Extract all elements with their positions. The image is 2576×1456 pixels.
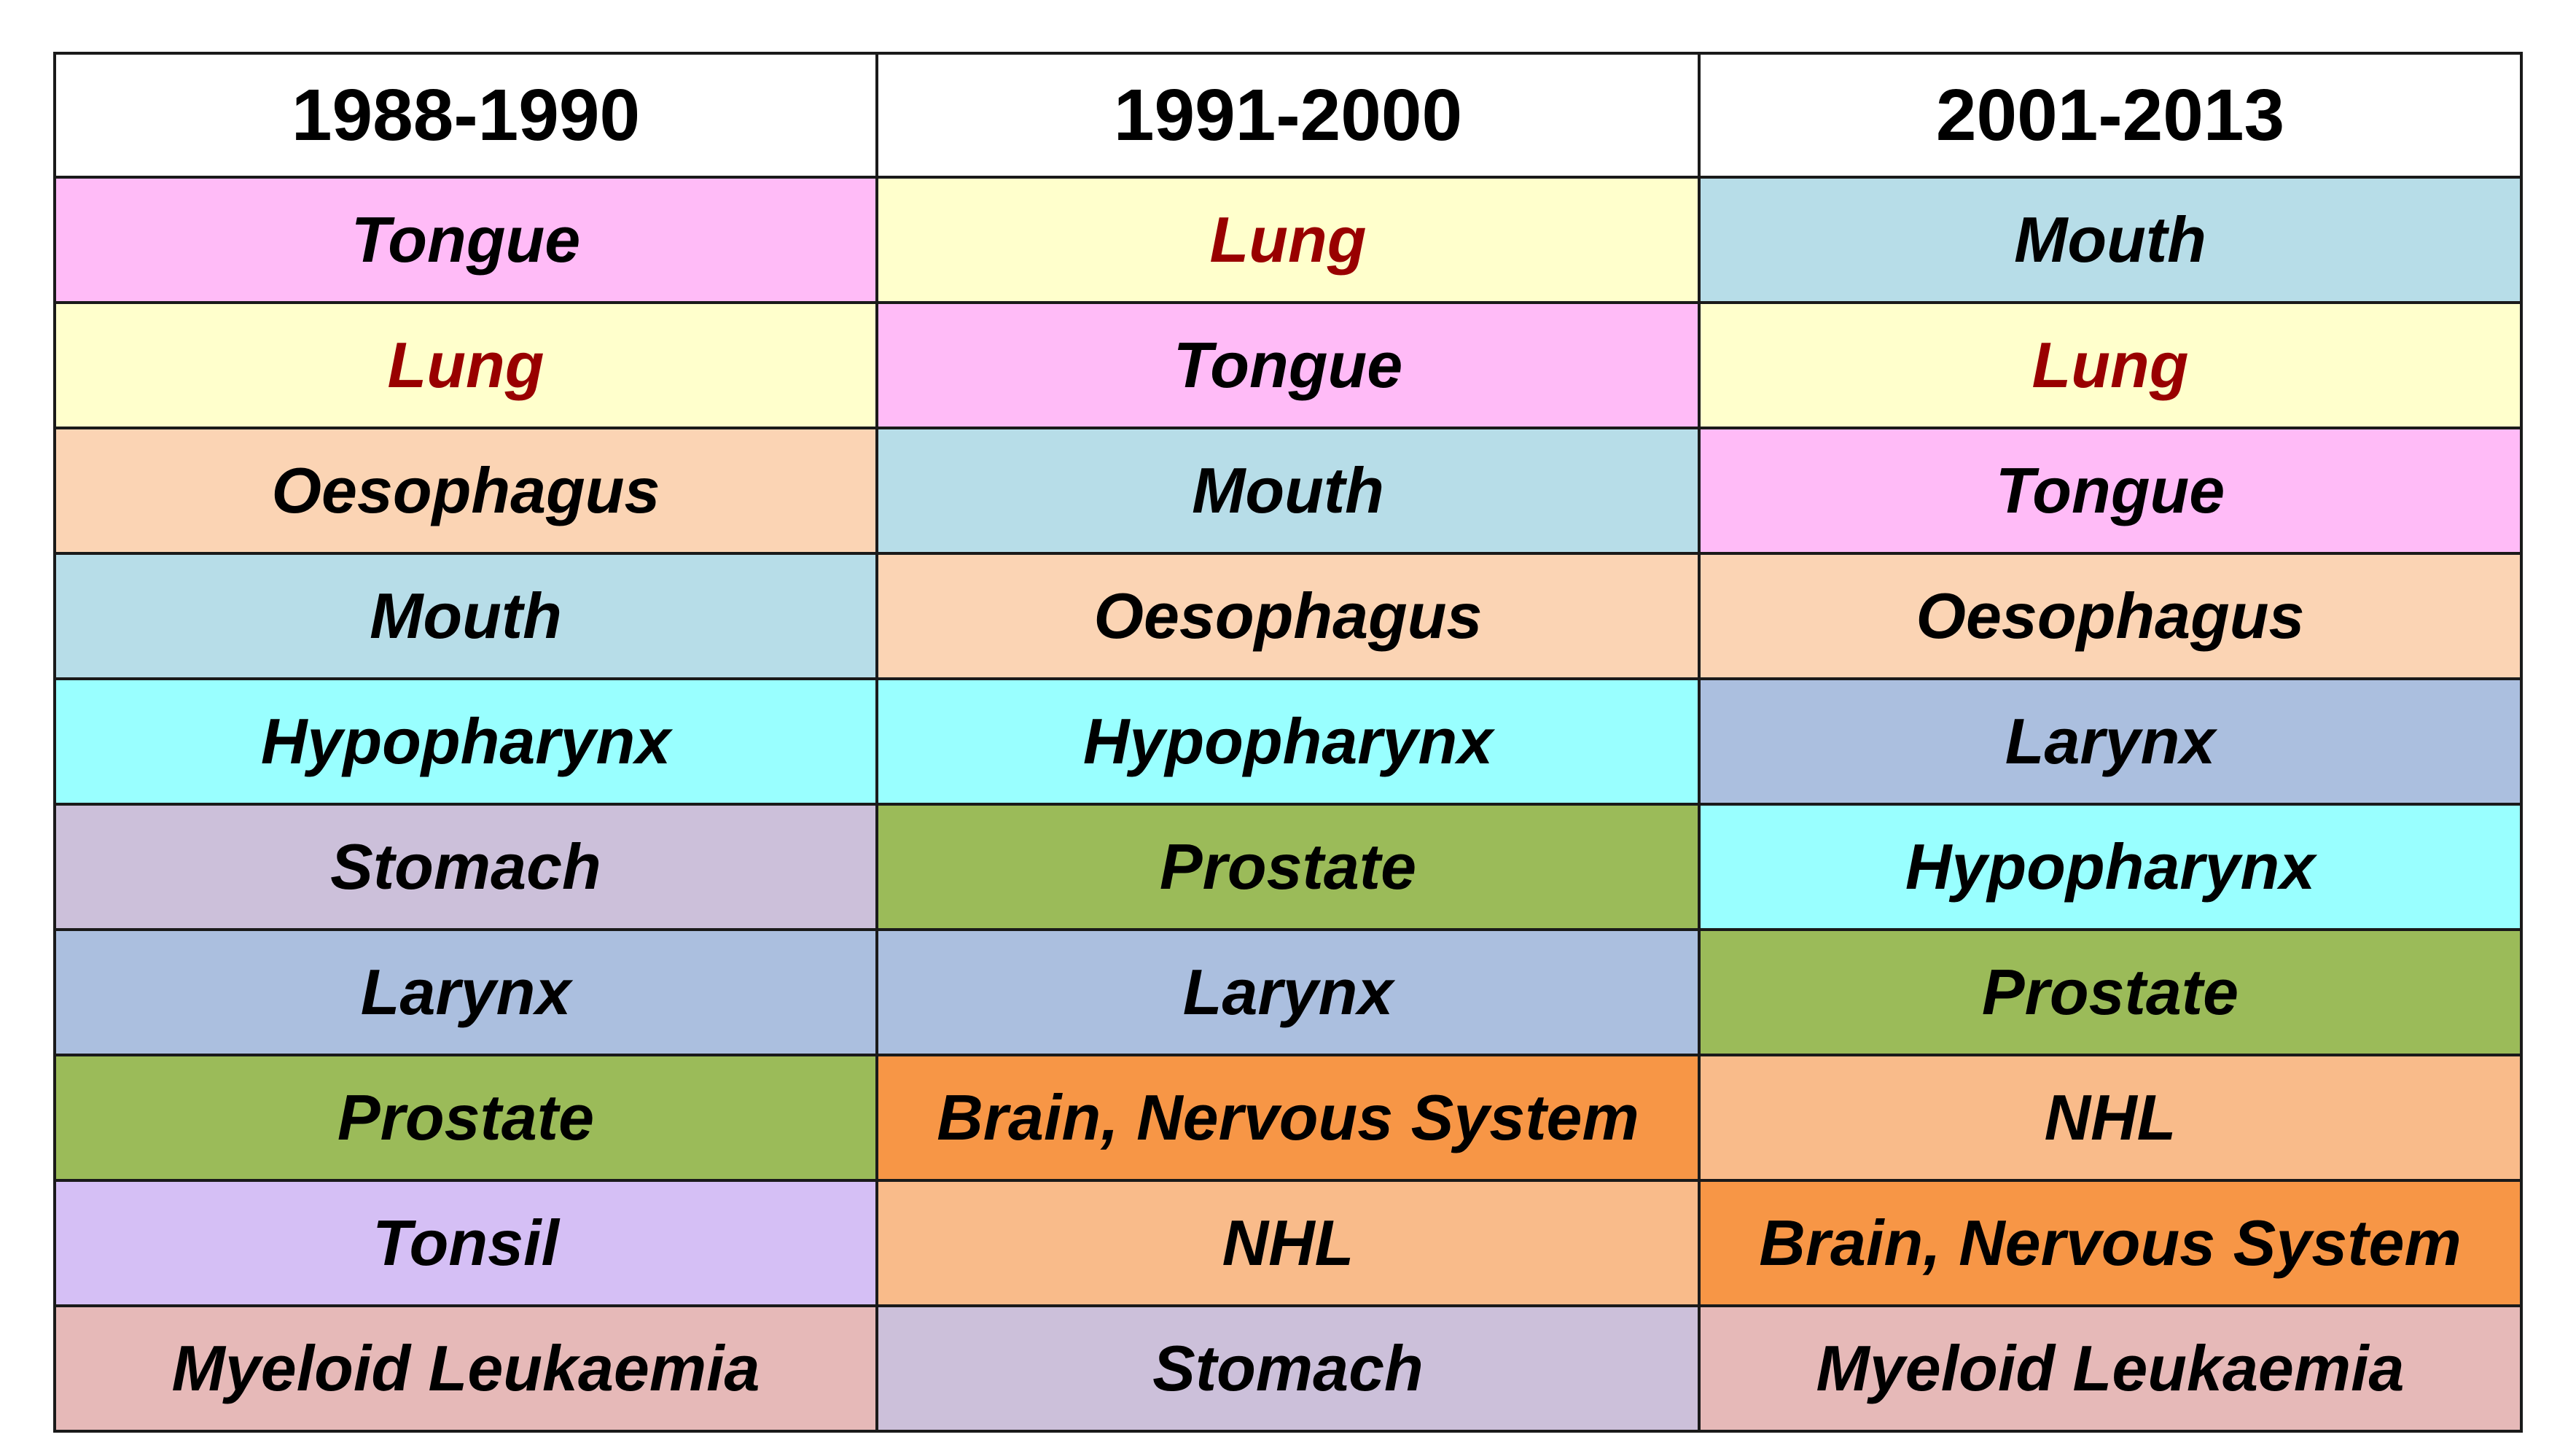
- table-cell: Mouth: [1698, 176, 2523, 304]
- table-cell: Prostate: [1698, 928, 2523, 1056]
- table-row: Mouth Oesophagus Oesophagus: [53, 552, 2523, 680]
- table-cell: Stomach: [53, 803, 878, 931]
- table-cell: Prostate: [875, 803, 1701, 931]
- table-cell: Lung: [1698, 301, 2523, 429]
- table-row: Larynx Larynx Prostate: [53, 928, 2523, 1056]
- table-row: Hypopharynx Hypopharynx Larynx: [53, 677, 2523, 806]
- table-cell: Oesophagus: [875, 552, 1701, 680]
- table-cell: Larynx: [1698, 677, 2523, 806]
- column-header-2001-2013: 2001-2013: [1698, 52, 2523, 179]
- table-cell: Lung: [875, 176, 1701, 304]
- table-cell: Oesophagus: [1698, 552, 2523, 680]
- column-header-1988-1990: 1988-1990: [53, 52, 878, 179]
- table-row: Myeloid Leukaemia Stomach Myeloid Leukaemi…: [53, 1304, 2523, 1433]
- table-row: Prostate Brain, Nervous System NHL: [53, 1054, 2523, 1182]
- table-cell: Oesophagus: [53, 427, 878, 555]
- table-cell: Lung: [53, 301, 878, 429]
- table-row: Tongue Lung Mouth: [53, 176, 2523, 304]
- table-cell: Myeloid Leukaemia: [1698, 1304, 2523, 1433]
- table-cell: NHL: [1698, 1054, 2523, 1182]
- table-cell: Tongue: [1698, 427, 2523, 555]
- table-cell: Mouth: [875, 427, 1701, 555]
- column-header-1991-2000: 1991-2000: [875, 52, 1701, 179]
- table-row: Stomach Prostate Hypopharynx: [53, 803, 2523, 931]
- table-cell: Mouth: [53, 552, 878, 680]
- table-row: Oesophagus Mouth Tongue: [53, 427, 2523, 555]
- header-row: 1988-1990 1991-2000 2001-2013: [53, 52, 2523, 179]
- table-cell: NHL: [875, 1179, 1701, 1307]
- table-cell: Tongue: [53, 176, 878, 304]
- table-cell: Larynx: [875, 928, 1701, 1056]
- table-cell: Brain, Nervous System: [1698, 1179, 2523, 1307]
- table-cell: Hypopharynx: [875, 677, 1701, 806]
- table-cell: Prostate: [53, 1054, 878, 1182]
- table-cell: Tongue: [875, 301, 1701, 429]
- table-cell: Myeloid Leukaemia: [53, 1304, 878, 1433]
- table-cell: Hypopharynx: [53, 677, 878, 806]
- table-row: Tonsil NHL Brain, Nervous System: [53, 1179, 2523, 1307]
- cancer-ranking-table: 1988-1990 1991-2000 2001-2013 Tongue Lung…: [53, 52, 2523, 1433]
- table-row: Lung Tongue Lung: [53, 301, 2523, 429]
- table-cell: Larynx: [53, 928, 878, 1056]
- table-cell: Stomach: [875, 1304, 1701, 1433]
- table-cell: Hypopharynx: [1698, 803, 2523, 931]
- table-cell: Brain, Nervous System: [875, 1054, 1701, 1182]
- table-cell: Tonsil: [53, 1179, 878, 1307]
- table-body: Tongue Lung Mouth Lung Tongue Lung Oesophagus M…: [53, 176, 2523, 1433]
